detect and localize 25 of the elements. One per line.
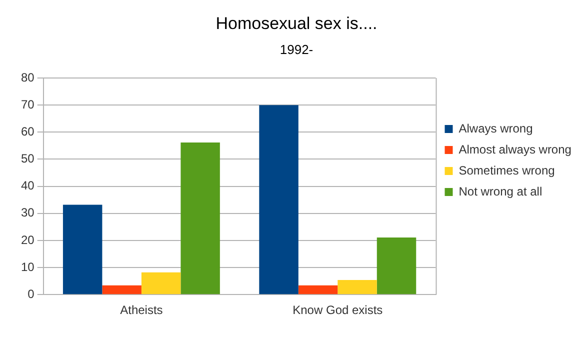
y-tick-label: 50 [20,152,35,166]
x-tick-label: Know God exists [292,303,383,318]
bar [376,237,416,294]
chart-title: Homosexual sex is.... [216,14,378,33]
x-tick-label: Atheists [120,303,163,318]
bar [338,280,377,294]
legend-label: Sometimes wrong [458,163,555,178]
y-tick-label: 10 [20,260,35,274]
y-tick-label: 80 [20,70,35,84]
y-tick-label: 30 [20,206,35,220]
y-tick-label: 20 [20,232,35,247]
y-tick-label: 70 [20,97,35,112]
bar [259,105,298,294]
y-tick-label: 60 [20,124,35,138]
y-tick-label: 0 [28,286,35,301]
legend-label: Always wrong [458,121,533,136]
bar [298,285,338,294]
legend-label: Not wrong at all [458,184,542,198]
bar [141,272,181,294]
bar [180,142,220,294]
y-tick-label: 40 [20,178,35,193]
bar [102,285,142,294]
bar [62,204,102,294]
chart-subtitle: 1992- [280,42,314,57]
legend-label: Almost always wrong [458,142,572,156]
